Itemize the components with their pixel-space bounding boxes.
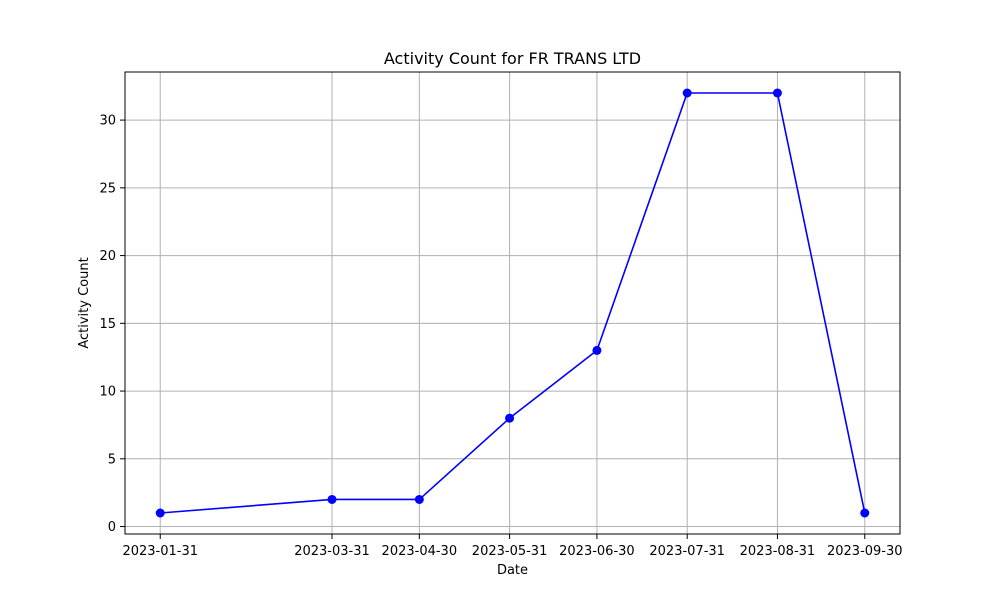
data-point [592,345,602,355]
x-tick-label: 2023-05-31 [472,544,548,559]
y-tick-label: 15 [99,317,116,332]
x-tick-label: 2023-09-30 [827,544,903,559]
y-tick-label: 25 [99,181,116,196]
x-tick-label: 2023-08-31 [740,544,816,559]
y-tick-label: 0 [108,520,116,535]
y-tick-label: 10 [99,385,116,400]
plot-area-frame [124,71,901,535]
x-tick-label: 2023-01-31 [122,544,198,559]
y-tick-label: 20 [99,249,116,264]
data-point [860,508,870,518]
x-axis-label: Date [497,563,528,578]
x-tick-label: 2023-04-30 [382,544,458,559]
data-point [505,413,515,423]
x-tick-label: 2023-07-31 [649,544,725,559]
data-point [414,494,424,504]
tick-layer: 2023-01-31 2023-03-31 2023-04-30 2023-05-31… [99,114,902,559]
data-point [155,508,165,518]
y-tick-label: 5 [108,452,116,467]
y-tick-label: 30 [99,114,116,129]
series-line [160,92,866,514]
grid-layer [125,72,900,534]
x-tick-label: 2023-06-30 [559,544,635,559]
data-point [682,88,692,98]
y-axis-label: Activity Count [77,257,92,348]
data-point [772,88,782,98]
data-point [327,494,337,504]
x-tick-label: 2023-03-31 [294,544,370,559]
chart-title: Activity Count for FR TRANS LTD [384,49,641,68]
series-layer [155,88,870,518]
